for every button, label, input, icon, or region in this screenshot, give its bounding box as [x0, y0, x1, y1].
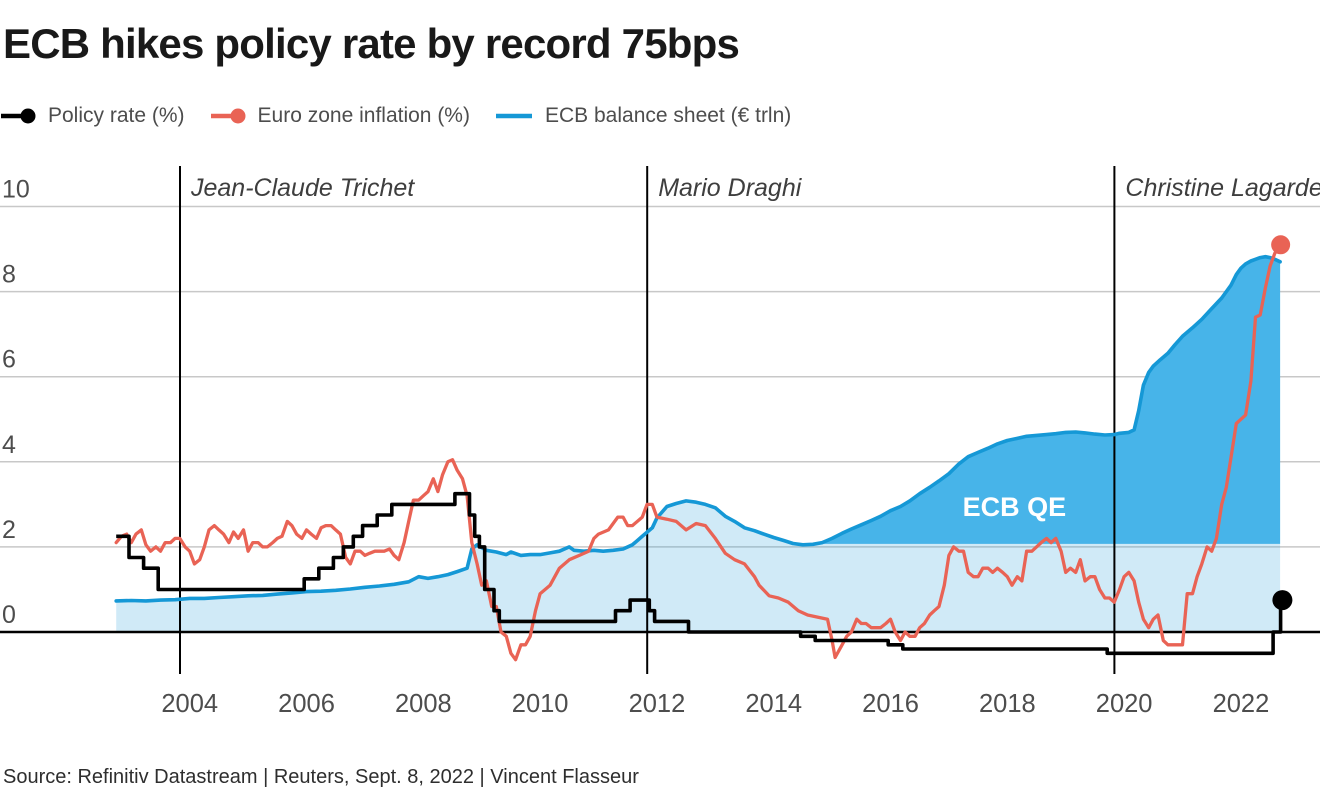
x-tick-label-2020: 2020 — [1096, 690, 1153, 718]
x-tick-label-2016: 2016 — [862, 690, 919, 718]
ecb-qe-area — [822, 256, 1281, 544]
x-tick-label-2008: 2008 — [395, 690, 452, 718]
legend-label: Policy rate (%) — [48, 104, 185, 127]
inflation-line — [114, 243, 1283, 662]
x-tick-label-2014: 2014 — [745, 690, 802, 718]
legend-item-1: Euro zone inflation (%) — [210, 104, 470, 128]
legend-item-2: ECB balance sheet (€ trln) — [495, 104, 792, 128]
balance-sheet-line — [114, 254, 1282, 603]
y-tick-label-2: 2 — [2, 516, 16, 544]
president-label-2: Christine Lagarde — [1125, 174, 1320, 202]
president-label-1: Mario Draghi — [658, 174, 803, 202]
y-tick-label-0: 0 — [2, 601, 16, 629]
legend: Policy rate (%) Euro zone inflation (%) EC… — [1, 104, 791, 128]
y-tick-label-4: 4 — [2, 431, 16, 459]
x-tick-label-2018: 2018 — [979, 690, 1036, 718]
y-tick-label-8: 8 — [2, 261, 16, 289]
ecb-qe-label: ECB QE — [963, 492, 1067, 522]
source-attribution: Source: Refinitiv Datastream | Reuters, … — [3, 766, 639, 788]
y-tick-label-6: 6 — [2, 346, 16, 374]
policy-rate-line — [116, 491, 1283, 656]
line-marker-icon — [495, 113, 532, 119]
legend-label: ECB balance sheet (€ trln) — [544, 104, 792, 127]
x-tick-label-2022: 2022 — [1213, 690, 1270, 718]
line-dot-marker-icon — [1, 108, 36, 124]
legend-item-0: Policy rate (%) — [1, 104, 185, 128]
x-tick-label-2004: 2004 — [161, 690, 218, 718]
president-label-0: Jean-Claude Trichet — [190, 174, 415, 202]
x-tick-label-2006: 2006 — [278, 690, 335, 718]
line-dot-marker-icon — [210, 108, 246, 124]
x-tick-label-2010: 2010 — [512, 690, 569, 718]
inflation-end-dot — [1271, 235, 1291, 255]
policy-rate-end-dot — [1272, 590, 1293, 611]
chart-title: ECB hikes policy rate by record 75bps — [3, 20, 740, 67]
y-tick-label-10: 10 — [2, 176, 30, 204]
legend-label: Euro zone inflation (%) — [257, 104, 470, 127]
x-tick-label-2012: 2012 — [629, 690, 686, 718]
